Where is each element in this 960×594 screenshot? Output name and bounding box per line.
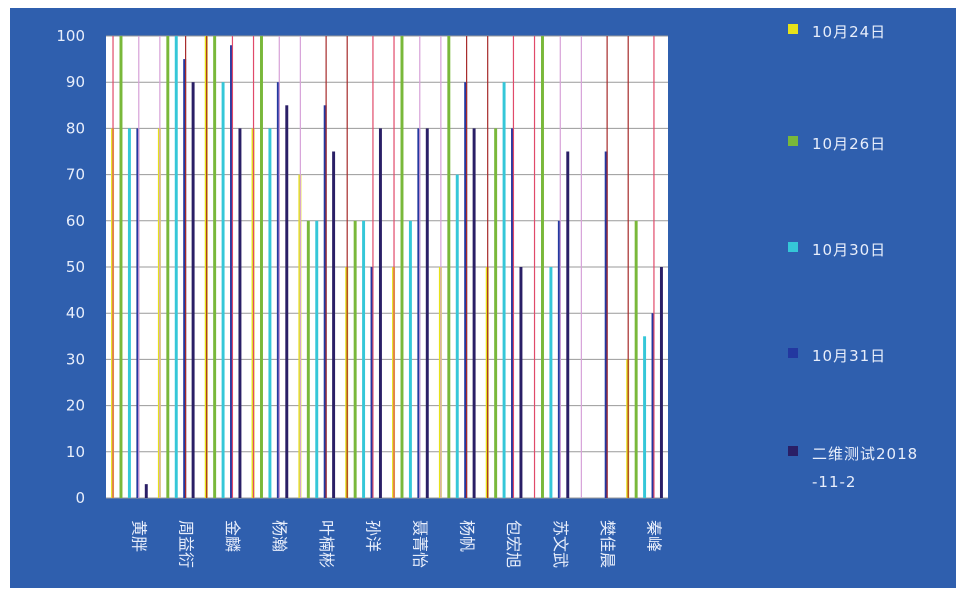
bar-4-10 <box>557 220 561 499</box>
bar-5-2 <box>191 82 195 498</box>
bar-2-2 <box>166 36 170 498</box>
chart-frame: 0 10 20 30 40 50 60 70 80 90 100 黄胖 周益衍 金麟 杨瀚 叶楠彬 孙洋 聂菁怡… <box>10 8 956 588</box>
bar-5-4 <box>285 105 289 499</box>
bar-2-1 <box>119 36 123 498</box>
x-tick-label: 苏文武 <box>551 520 570 568</box>
bar-2-8 <box>447 36 451 498</box>
bar-3-4 <box>268 128 272 498</box>
y-tick-label: 40 <box>66 304 85 322</box>
bar-4-6 <box>370 267 374 498</box>
x-tick-label: 秦峰 <box>645 520 664 552</box>
bar-4-1 <box>136 128 140 498</box>
bar-5-8 <box>472 128 476 498</box>
y-tick-label: 30 <box>66 350 85 368</box>
bar-4-8 <box>464 82 468 498</box>
bar-5-12 <box>659 267 663 498</box>
bar-5-1 <box>144 484 148 498</box>
bar-5-7 <box>425 128 429 498</box>
bar-3-8 <box>455 174 459 498</box>
bar-4-3 <box>230 45 233 499</box>
bar-4-9 <box>511 128 514 498</box>
bar-2-9 <box>494 128 498 498</box>
x-tick-label: 黄胖 <box>129 520 148 552</box>
x-tick-label: 叶楠彬 <box>317 520 336 568</box>
bar-3-7 <box>408 220 412 499</box>
y-tick-label: 0 <box>75 489 85 507</box>
bar-3-6 <box>362 220 366 499</box>
gridlines <box>106 35 668 499</box>
y-tick-label: 60 <box>66 212 85 230</box>
x-tick-label: 孙洋 <box>364 520 383 552</box>
legend-label-2: 10月26日 <box>812 135 887 153</box>
legend-label-1: 10月24日 <box>812 23 887 41</box>
legend-swatch-1 <box>788 24 798 34</box>
bar-5-5 <box>332 151 336 498</box>
bar-2-7 <box>400 36 404 498</box>
bar-4-4 <box>276 82 280 498</box>
y-axis-ticks: 0 10 20 30 40 50 60 70 80 90 100 <box>56 27 85 507</box>
bar-5-10 <box>566 151 570 498</box>
legend-label-5: 二维测试2018-11-2 <box>812 445 919 491</box>
y-tick-label: 100 <box>56 27 85 45</box>
bar-4-5 <box>323 105 327 499</box>
x-tick-label: 杨帆 <box>457 520 476 552</box>
bar-2-5 <box>306 220 310 499</box>
x-tick-label: 杨瀚 <box>270 520 289 552</box>
bar-5-6 <box>378 128 382 498</box>
bar-3-3 <box>221 82 225 498</box>
bar-4-7 <box>417 128 421 498</box>
bar-5-9 <box>519 267 523 498</box>
bar-3-10 <box>549 267 553 498</box>
bar-2-3 <box>213 36 217 498</box>
bar-5-3 <box>238 128 242 498</box>
legend-swatch-4 <box>788 348 798 358</box>
legend-swatch-2 <box>788 136 798 146</box>
bars <box>111 36 663 499</box>
decorative-lines <box>112 36 655 498</box>
bar-2-12 <box>634 220 638 499</box>
legend-label-4: 10月31日 <box>812 347 887 365</box>
legend-swatch-5 <box>788 446 798 456</box>
x-tick-label: 周益衍 <box>176 520 195 568</box>
bar-4-12 <box>651 313 655 498</box>
x-tick-label: 包宏旭 <box>504 520 523 568</box>
bar-3-5 <box>315 220 319 499</box>
y-tick-label: 10 <box>66 443 85 461</box>
bar-2-6 <box>353 220 357 499</box>
bar-4-11 <box>604 151 608 498</box>
x-tick-label: 樊佳晨 <box>598 520 617 568</box>
y-tick-label: 70 <box>66 166 85 184</box>
x-tick-label: 聂菁怡 <box>410 520 429 568</box>
bar-2-10 <box>541 36 544 498</box>
bar-3-1 <box>127 128 131 498</box>
y-tick-label: 50 <box>66 258 85 276</box>
bar-2-4 <box>260 36 263 498</box>
y-tick-label: 80 <box>66 119 85 137</box>
bar-3-9 <box>502 82 506 498</box>
bar-chart: 0 10 20 30 40 50 60 70 80 90 100 黄胖 周益衍 金麟 杨瀚 叶楠彬 孙洋 聂菁怡… <box>56 27 668 568</box>
x-tick-label: 金麟 <box>223 520 242 552</box>
bar-3-12 <box>643 336 647 498</box>
x-axis-ticks: 黄胖 周益衍 金麟 杨瀚 叶楠彬 孙洋 聂菁怡 杨帆 包宏旭 苏文武 樊佳晨 秦峰 <box>129 520 663 568</box>
bar-3-2 <box>174 36 178 498</box>
legend-swatch-3 <box>788 242 798 252</box>
bar-4-2 <box>183 59 187 498</box>
y-tick-label: 90 <box>66 73 85 91</box>
y-tick-label: 20 <box>66 397 85 415</box>
legend-label-3: 10月30日 <box>812 241 887 259</box>
